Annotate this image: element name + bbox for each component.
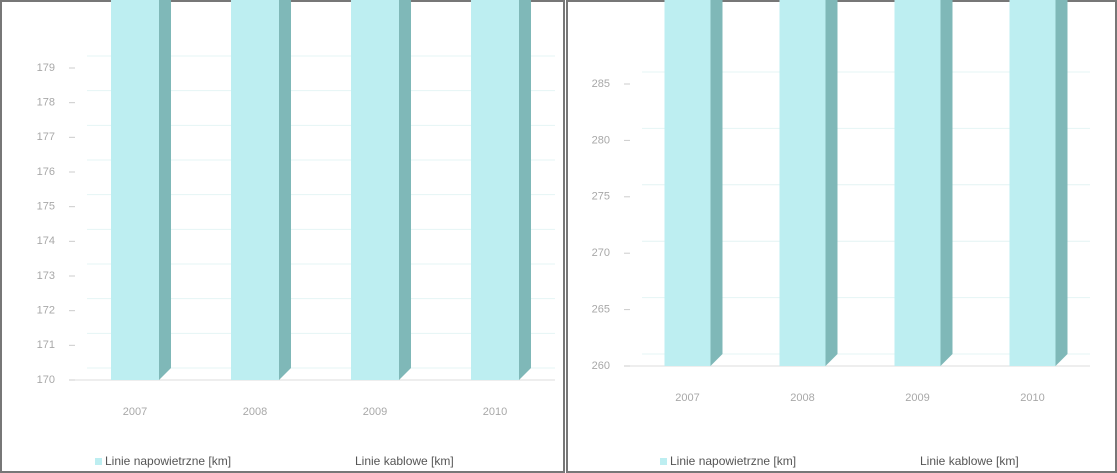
bar-side [519,0,531,380]
y-tick-label: 171 [37,339,55,351]
y-tick-label: 275 [592,191,610,203]
y-tick-label: 174 [37,235,55,247]
bar [351,0,399,380]
x-tick-label: 2010 [483,406,507,418]
x-tick-label: 2009 [905,392,929,404]
y-tick-label: 176 [37,166,55,178]
x-tick-label: 2010 [1020,392,1044,404]
bar-side [279,0,291,380]
x-tick-label: 2009 [363,406,387,418]
legend-swatch [909,457,918,466]
x-tick-label: 2007 [675,392,699,404]
y-tick-label: 177 [37,131,55,143]
bar [779,0,826,366]
y-tick-label: 260 [592,360,610,372]
legend-swatch [95,458,102,465]
bar [471,0,519,380]
y-tick-label: 265 [592,304,610,316]
bar-side [399,0,411,380]
panel-border [566,0,1117,473]
legend-label: Linie kablowe [km] [355,454,454,468]
y-tick-label: 178 [37,97,55,109]
y-tick-label: 173 [37,270,55,282]
y-tick-label: 172 [37,305,55,317]
legend-label: Linie napowietrzne [km] [670,454,796,468]
y-tick-label: 179 [37,62,55,74]
y-tick-label: 270 [592,247,610,259]
x-tick-label: 2008 [790,392,814,404]
bar-side [159,0,171,380]
x-tick-label: 2007 [123,406,147,418]
bar [894,0,941,366]
bar [1009,0,1056,366]
y-tick-label: 285 [592,78,610,90]
bar-side [940,0,953,366]
legend-label: Linie napowietrzne [km] [105,454,231,468]
bar-side [825,0,838,366]
y-tick-label: 170 [37,374,55,386]
legend-swatch [660,458,667,465]
bar-side [710,0,723,366]
legend-swatch [344,457,353,466]
bar [111,0,159,380]
bar-side [1055,0,1068,366]
x-tick-label: 2008 [243,406,267,418]
y-tick-label: 175 [37,201,55,213]
legend-label: Linie kablowe [km] [920,454,1019,468]
y-tick-label: 280 [592,134,610,146]
bar [664,0,711,366]
bar [231,0,279,380]
